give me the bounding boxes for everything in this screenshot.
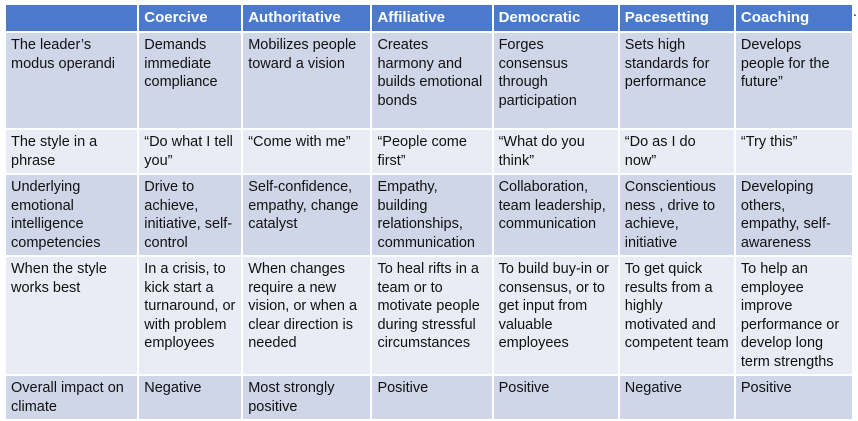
table-cell: To heal rifts in a team or to motivate p… [372,257,492,374]
table-cell: “Try this” [735,130,852,173]
table-cell: Most strongly positive [243,376,371,419]
table-cell: In a crisis, to kick start a turnaround,… [139,257,242,374]
table-cell: Creates harmony and builds emotional bon… [372,33,492,128]
table-cell: Forges consensus through participation [493,33,618,128]
header-affiliative: Affiliative [372,5,492,31]
header-pacesetting: Pacesetting [619,5,734,31]
table-row-works-best: When the style works best In a crisis, t… [6,257,852,374]
table-cell: “People come first” [372,130,492,173]
table-row-climate-impact: Overall impact on climate Negative Most … [6,376,852,419]
header-democratic: Democratic [493,5,618,31]
row-label: Underlying emotional intelligence compet… [6,175,138,255]
table-cell: Drive to achieve, initiative, self-contr… [139,175,242,255]
header-corner-cell [6,5,138,31]
header-authoritative: Authoritative [243,5,371,31]
row-label: The leader’s modus operandi [6,33,138,128]
table-cell: Sets high standards for performance [619,33,734,128]
table-cell: Demands immediate compliance [139,33,242,128]
table-row-style-phrase: The style in a phrase “Do what I tell yo… [6,130,852,173]
table-cell: Negative [619,376,734,419]
trailing-mark: . [853,3,857,19]
header-row: Coercive Authoritative Affiliative Democ… [6,5,852,31]
table-cell: Developing others, empathy, self-awarene… [735,175,852,255]
table-cell: Self-confidence, empathy, change catalys… [243,175,371,255]
header-coaching: Coaching [735,5,852,31]
table-cell: Negative [139,376,242,419]
table-cell: Positive [735,376,852,419]
table-row-competencies: Underlying emotional intelligence compet… [6,175,852,255]
table-cell: Collaboration, team leadership, communic… [493,175,618,255]
table-cell: To build buy-in or consensus, or to get … [493,257,618,374]
table-cell: When changes require a new vision, or wh… [243,257,371,374]
table-cell: Conscientious ness , drive to achieve, i… [619,175,734,255]
table-row-modus-operandi: The leader’s modus operandi Demands imme… [6,33,852,128]
table-cell: Empathy, building relationships, communi… [372,175,492,255]
table-cell: “What do you think” [493,130,618,173]
table-cell: Positive [372,376,492,419]
table-cell: “Do as I do now” [619,130,734,173]
table-cell: “Come with me” [243,130,371,173]
row-label: The style in a phrase [6,130,138,173]
row-label: When the style works best [6,257,138,374]
table-cell: “Do what I tell you” [139,130,242,173]
table-cell: To get quick results from a highly motiv… [619,257,734,374]
header-coercive: Coercive [139,5,242,31]
row-label: Overall impact on climate [6,376,138,419]
table-cell: Positive [493,376,618,419]
leadership-styles-table: Coercive Authoritative Affiliative Democ… [4,3,854,421]
table-cell: Develops people for the future” [735,33,852,128]
table-cell: To help an employee improve performance … [735,257,852,374]
table-cell: Mobilizes people toward a vision [243,33,371,128]
